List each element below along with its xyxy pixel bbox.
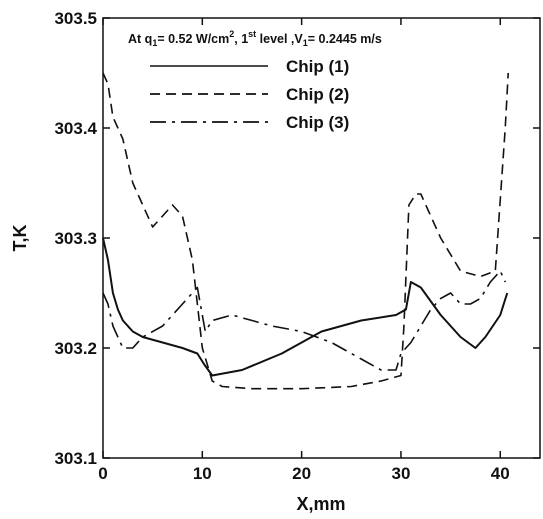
x-tick-label: 10 [193, 464, 212, 483]
legend-label-chip-1: Chip (1) [286, 57, 349, 76]
x-axis-label: X,mm [296, 494, 345, 514]
y-tick-label: 303.5 [54, 9, 97, 28]
legend: Chip (1) Chip (2) Chip (3) [150, 57, 349, 132]
series-line-chip-1 [102, 237, 509, 377]
x-tick-label: 20 [292, 464, 311, 483]
y-tick-label: 303.4 [54, 119, 97, 138]
series-line-chip-2 [102, 72, 510, 390]
y-tick-label: 303.2 [54, 339, 97, 358]
chart-annotation: At q1= 0.52 W/cm2, 1st level ,V1= 0.2445… [128, 29, 382, 48]
x-tick-label: 30 [391, 464, 410, 483]
y-axis: 303.1 303.2 303.3 303.4 303.5 [54, 9, 540, 468]
x-tick-label: 40 [491, 464, 510, 483]
series-layer [102, 72, 510, 390]
x-axis: 0 10 20 30 40 [98, 18, 510, 483]
legend-label-chip-2: Chip (2) [286, 85, 349, 104]
x-tick-label: 0 [98, 464, 107, 483]
y-tick-label: 303.3 [54, 229, 97, 248]
y-axis-label: T,K [10, 224, 30, 251]
series-line-chip-3 [102, 270, 506, 371]
y-tick-label: 303.1 [54, 449, 97, 468]
plot-frame [102, 17, 541, 459]
legend-label-chip-3: Chip (3) [286, 113, 349, 132]
